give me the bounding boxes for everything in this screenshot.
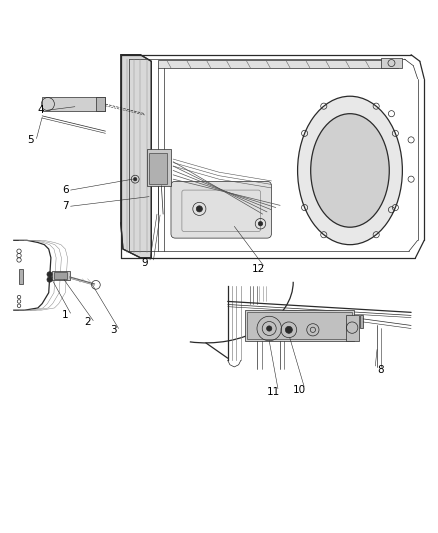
- Bar: [149, 153, 166, 183]
- Bar: [381, 58, 403, 68]
- Ellipse shape: [311, 114, 389, 227]
- Bar: [158, 60, 398, 68]
- Bar: [54, 272, 67, 279]
- Bar: [52, 271, 70, 280]
- Bar: [360, 314, 363, 328]
- Circle shape: [196, 206, 202, 212]
- Text: 12: 12: [252, 264, 265, 273]
- Text: 7: 7: [62, 201, 69, 211]
- Text: 10: 10: [293, 385, 306, 394]
- Circle shape: [258, 222, 263, 226]
- Circle shape: [47, 277, 52, 282]
- Bar: [42, 97, 106, 111]
- Text: 4: 4: [38, 105, 44, 115]
- Text: 11: 11: [267, 387, 280, 397]
- Circle shape: [267, 326, 272, 331]
- Polygon shape: [121, 55, 151, 258]
- Text: 9: 9: [141, 258, 148, 268]
- Text: 5: 5: [27, 135, 34, 145]
- Text: 1: 1: [62, 310, 69, 319]
- Bar: [247, 312, 352, 338]
- Bar: [147, 149, 171, 185]
- Text: 6: 6: [62, 185, 69, 195]
- Circle shape: [286, 326, 292, 333]
- Text: 2: 2: [85, 317, 92, 327]
- Ellipse shape: [297, 96, 403, 245]
- Bar: [19, 269, 23, 284]
- Text: 8: 8: [377, 366, 384, 375]
- Circle shape: [134, 177, 137, 181]
- Bar: [96, 97, 106, 111]
- FancyBboxPatch shape: [171, 181, 272, 238]
- Bar: [346, 314, 359, 341]
- Circle shape: [47, 272, 52, 277]
- Bar: [245, 310, 354, 341]
- Text: 3: 3: [110, 325, 117, 335]
